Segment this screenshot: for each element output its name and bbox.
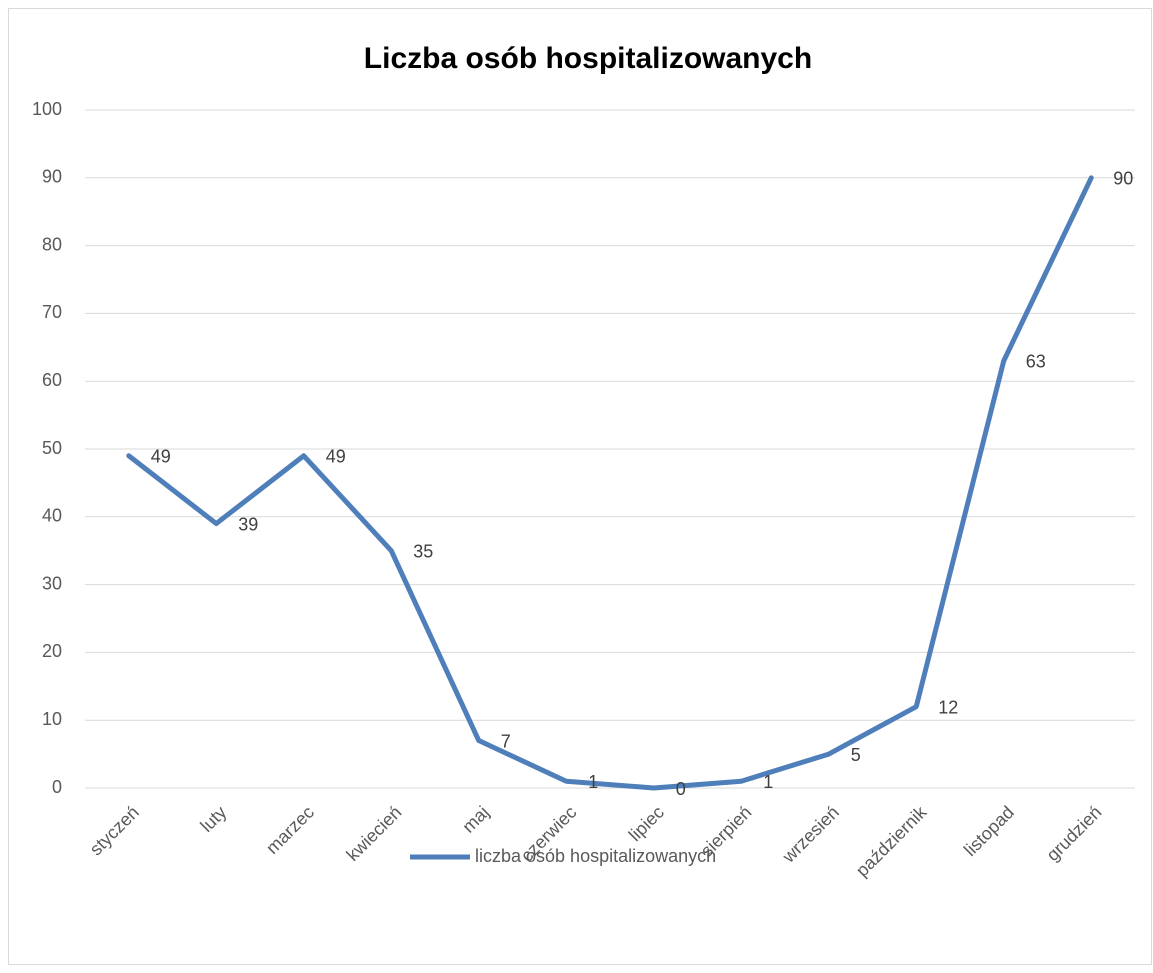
y-tick-label: 40	[42, 506, 62, 526]
data-label: 0	[676, 779, 686, 799]
data-label: 49	[326, 447, 346, 467]
data-label: 7	[501, 731, 511, 751]
data-line	[126, 175, 1094, 791]
data-label: 35	[413, 541, 433, 561]
y-tick-label: 20	[42, 641, 62, 661]
y-tick-label: 70	[42, 302, 62, 322]
y-tick-label: 50	[42, 438, 62, 458]
data-label: 1	[763, 772, 773, 792]
data-label: 90	[1113, 169, 1133, 189]
legend-label: liczba osób hospitalizowanych	[475, 846, 716, 866]
y-tick-label: 100	[32, 99, 62, 119]
y-tick-label: 90	[42, 167, 62, 187]
data-label: 63	[1026, 352, 1046, 372]
y-tick-label: 30	[42, 573, 62, 593]
chart-border	[8, 8, 1152, 965]
chart-title: Liczba osób hospitalizowanych	[364, 42, 812, 75]
data-label: 49	[151, 447, 171, 467]
data-label: 12	[938, 697, 958, 717]
y-tick-label: 80	[42, 234, 62, 254]
data-label: 5	[851, 745, 861, 765]
data-label: 1	[588, 772, 598, 792]
data-label: 39	[238, 514, 258, 534]
y-tick-label: 10	[42, 709, 62, 729]
y-tick-label: 60	[42, 370, 62, 390]
y-tick-label: 0	[52, 777, 62, 797]
